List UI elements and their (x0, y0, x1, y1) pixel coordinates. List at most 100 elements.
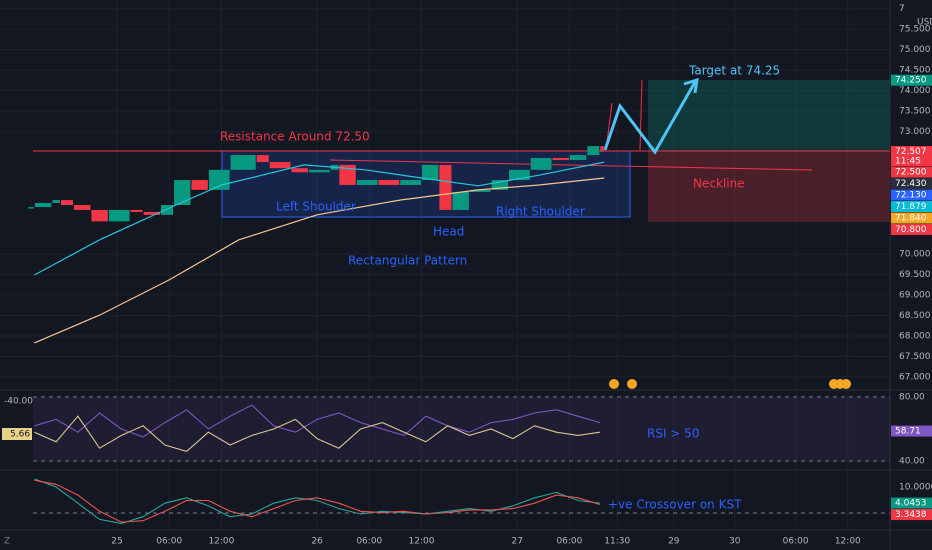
price-tag-label: 71.879 (895, 202, 927, 212)
arrow-head (683, 77, 699, 94)
candle (491, 180, 509, 190)
x-tick-label: 12:00 (835, 537, 861, 547)
candle (174, 180, 191, 206)
price-tag-label: 72.507 (895, 147, 927, 157)
annotation: +ve Crossover on KST (608, 498, 742, 512)
x-tick-label: 12:00 (409, 537, 435, 547)
price-tag (891, 425, 932, 437)
x-tick-label: 25 (111, 537, 122, 547)
candle (208, 169, 230, 190)
candle (91, 209, 108, 222)
price-tag (891, 201, 932, 213)
price-tag-label: 72.430 (895, 179, 927, 189)
x-tick-label: 06:00 (156, 537, 182, 547)
event-icon (609, 379, 619, 389)
candle (569, 155, 587, 161)
annotation: Resistance Around 72.50 (220, 130, 370, 144)
currency-label: USD (917, 18, 932, 28)
x-tick-label: 30 (729, 537, 741, 547)
candle (308, 169, 330, 173)
price-tag (891, 178, 932, 190)
y-tick-label: 73.000 (899, 127, 931, 137)
price-tag-label: 74.250 (895, 76, 927, 86)
candle (60, 200, 74, 206)
price-tag (891, 212, 932, 224)
price-tag-label: 58.71 (895, 427, 921, 437)
price-tag (891, 146, 932, 167)
candle (552, 157, 569, 161)
price-tag-label: 3.3438 (895, 510, 927, 520)
candle (378, 180, 400, 185)
candle (509, 169, 530, 181)
price-tag (891, 497, 932, 509)
stop-zone (648, 151, 890, 222)
candle (439, 164, 452, 210)
annotation: Head (433, 225, 464, 239)
price-tag (891, 189, 932, 201)
price-tag (891, 74, 932, 86)
annotation: Neckline (693, 177, 745, 191)
x-tick-label: 06:00 (783, 537, 809, 547)
candle (422, 164, 439, 181)
annotation: Target at 74.25 (688, 64, 780, 78)
x-tick-label: 27 (511, 537, 522, 547)
rsi-band (33, 397, 890, 461)
candle (256, 155, 269, 163)
y-tick-label: 75.500 (899, 25, 931, 35)
annotation: RSI > 50 (647, 427, 699, 441)
y-tick-label: 69.500 (899, 270, 931, 280)
y-tick-label: 10.0000 (899, 483, 932, 493)
series-line (34, 161, 605, 276)
candle (28, 207, 34, 209)
price-tag-label: 4.0453 (895, 499, 927, 509)
price-tag-label: 72.130 (895, 191, 927, 201)
price-tag-label: 70.800 (895, 225, 927, 235)
candle (356, 180, 378, 185)
price-tag (891, 509, 932, 521)
y-tick-label: 74.500 (899, 65, 931, 75)
x-tick-label: 29 (668, 537, 680, 547)
candle (600, 146, 604, 152)
y-tick-label: 68.500 (899, 311, 931, 321)
candle (161, 205, 174, 215)
y-tick-label: 74.000 (899, 86, 931, 96)
x-tick-label: 06:00 (356, 537, 382, 547)
candle (269, 162, 291, 169)
price-tag-label: 71.840 (895, 214, 927, 224)
candle (339, 164, 356, 185)
y-tick-label: 73.500 (899, 106, 931, 116)
marker-line (639, 79, 643, 151)
candle (74, 205, 91, 210)
target-zone (648, 80, 890, 151)
y-tick-label: 80.00 (899, 393, 925, 403)
candle (108, 209, 130, 222)
candle (52, 200, 60, 203)
annotation: Left Shoulder (276, 200, 356, 214)
y-tick-label: 69.000 (899, 291, 931, 301)
x-tick-label: 06:00 (556, 537, 582, 547)
event-icons (609, 379, 851, 389)
candle (530, 157, 552, 170)
y-tick-label: 40.00 (899, 457, 925, 467)
series-line (34, 479, 601, 523)
left-tag (2, 428, 32, 440)
candle (130, 209, 143, 212)
y-tick-label: 67.500 (899, 352, 931, 362)
event-icon (627, 379, 637, 389)
tz-icon: Z (4, 537, 10, 547)
candle (230, 155, 256, 170)
y-tick-label: 70.000 (899, 250, 931, 260)
x-tick-label: 11:30 (604, 537, 630, 547)
annotation: Rectangular Pattern (348, 254, 467, 268)
y-tick-label: 68.000 (899, 331, 931, 341)
candle (452, 191, 469, 210)
candle (143, 211, 161, 215)
candle (469, 189, 491, 192)
candle (291, 168, 308, 173)
x-tick-label: 26 (311, 537, 323, 547)
candle (400, 180, 422, 185)
price-tag-sublabel: 11:45 (895, 157, 921, 167)
series-line (34, 177, 605, 344)
price-tag (891, 224, 932, 236)
projection-arrow (603, 81, 697, 155)
